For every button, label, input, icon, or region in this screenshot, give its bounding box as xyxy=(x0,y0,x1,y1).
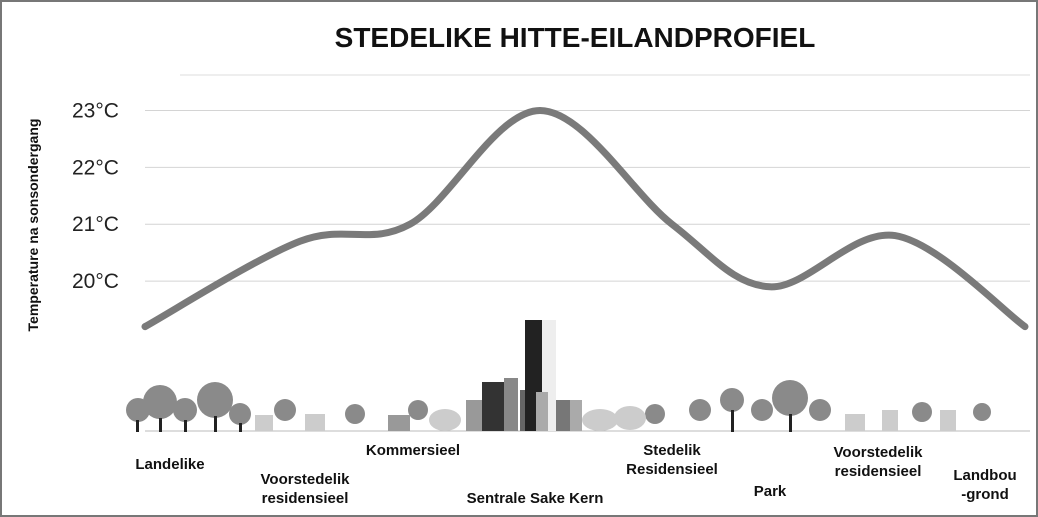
chart-title: STEDELIKE HITTE-EILANDPROFIEL xyxy=(335,22,816,53)
y-axis-title: Temperature na sonsondergang xyxy=(25,119,41,332)
chart: STEDELIKE HITTE-EILANDPROFIEL Temperatur… xyxy=(0,0,1038,517)
page: {"chart_data": {"type": "line", "title":… xyxy=(0,0,1038,517)
category-label: Park xyxy=(740,482,800,501)
category-label: Landelike xyxy=(110,455,230,474)
temperature-line xyxy=(145,110,1025,326)
category-label: Landbou -grond xyxy=(950,466,1020,504)
y-tick-label: 21°C xyxy=(72,213,119,236)
y-tick-label: 23°C xyxy=(72,99,119,122)
category-label: Voorstedelik residensieel xyxy=(245,470,365,508)
landscape xyxy=(126,320,991,432)
category-label: Sentrale Sake Kern xyxy=(435,489,635,508)
category-label: Voorstedelik residensieel xyxy=(818,443,938,481)
category-label: Stedelik Residensieel xyxy=(612,441,732,479)
y-tick-label: 20°C xyxy=(72,270,119,293)
category-label: Kommersieel xyxy=(343,441,483,460)
y-tick-label: 22°C xyxy=(72,156,119,179)
